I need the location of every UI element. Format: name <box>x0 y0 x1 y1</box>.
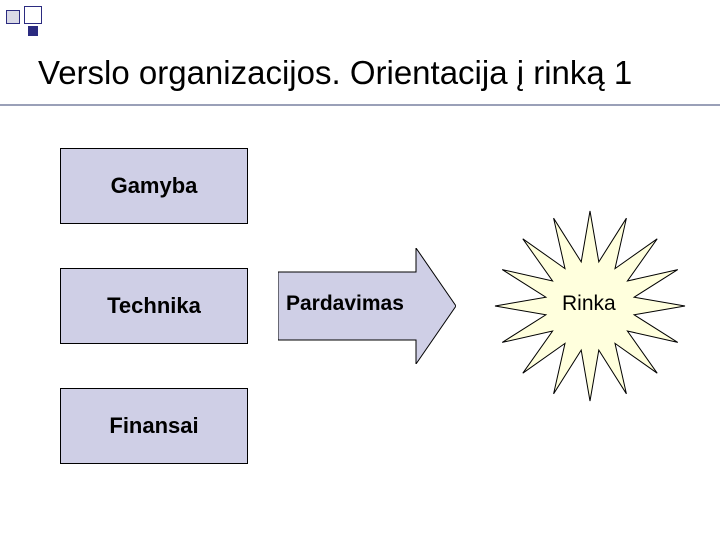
box-label: Technika <box>107 293 201 319</box>
decor-square-icon <box>28 26 38 36</box>
arrow-label: Pardavimas <box>286 292 404 316</box>
diagram-stage: Verslo organizacijos. Orientacija į rink… <box>0 0 720 540</box>
box-gamyba: Gamyba <box>60 148 248 224</box>
box-finansai: Finansai <box>60 388 248 464</box>
corner-decoration <box>0 0 60 48</box>
decor-square-icon <box>6 10 20 24</box>
arrow-pardavimas: Pardavimas <box>278 248 456 364</box>
starburst-rinka: Rinka <box>493 209 687 403</box>
title-underline <box>0 104 720 106</box>
decor-square-icon <box>24 6 42 24</box>
starburst-label: Rinka <box>562 292 616 316</box>
slide-title: Verslo organizacijos. Orientacija į rink… <box>38 54 632 92</box>
box-label: Gamyba <box>111 173 198 199</box>
box-technika: Technika <box>60 268 248 344</box>
box-label: Finansai <box>109 413 198 439</box>
